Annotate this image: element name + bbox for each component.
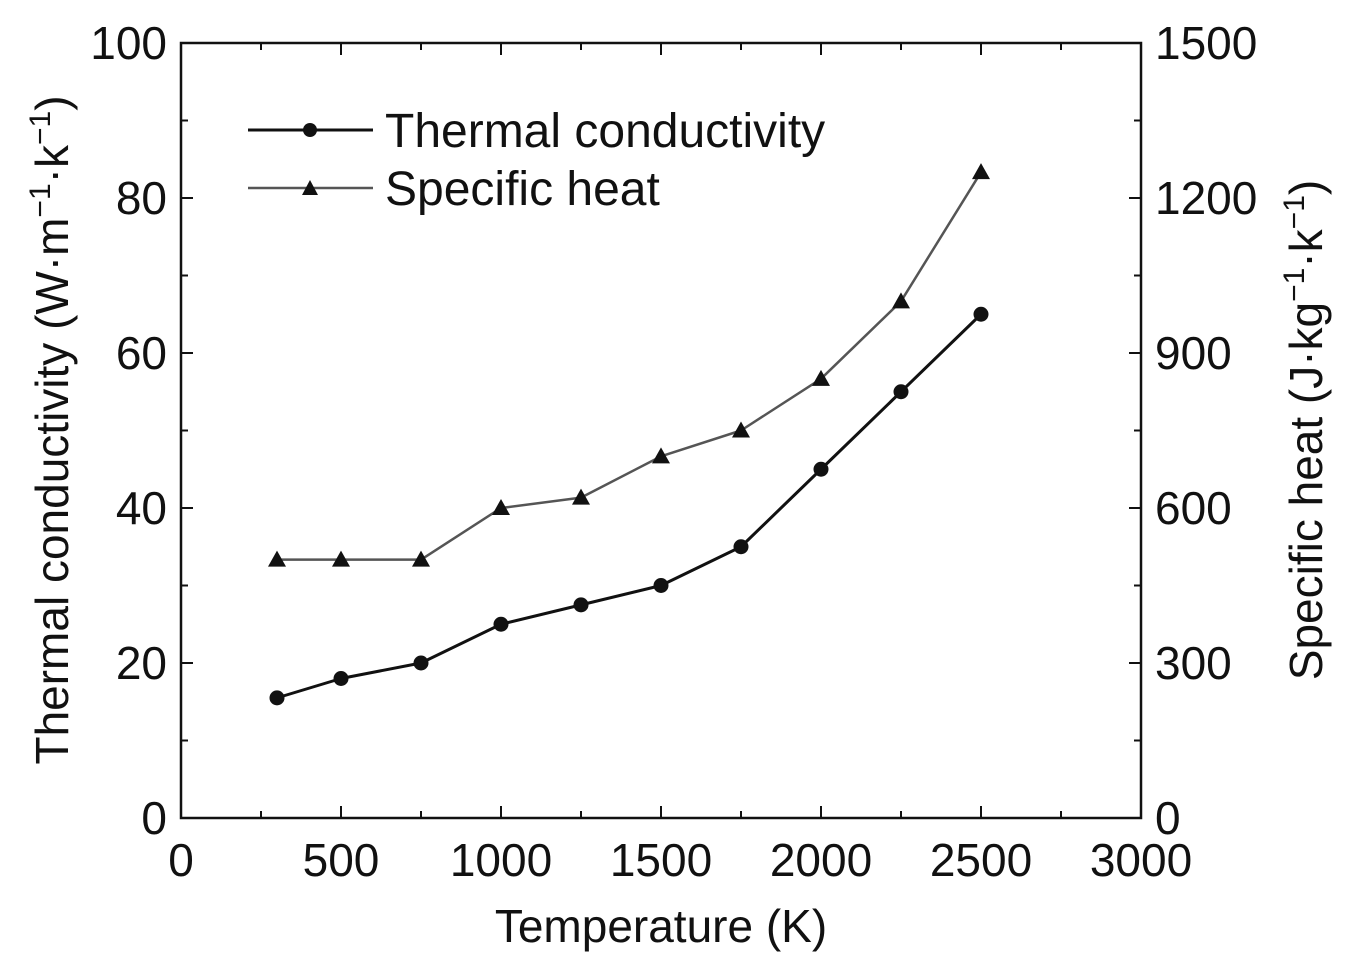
point-specific-heat <box>268 550 286 567</box>
point-specific-heat <box>332 550 350 567</box>
y-right-tick-label: 1200 <box>1155 172 1257 224</box>
series-layer <box>268 163 990 706</box>
x-axis-title: Temperature (K) <box>495 900 827 952</box>
y-right-title-main: Specific heat (J·kg <box>1280 302 1332 680</box>
point-thermal-conductivity <box>269 690 285 706</box>
y-right-tick-label: 1500 <box>1155 17 1257 69</box>
tick-labels: 0 500 1000 1500 2000 2500 30000204060801000300… <box>90 17 1257 886</box>
series-line-thermal-conductivity <box>276 313 983 700</box>
point-thermal-conductivity <box>333 671 349 686</box>
point-thermal-conductivity <box>493 616 509 632</box>
y-right-tick-label: 0 <box>1155 792 1181 844</box>
point-thermal-conductivity <box>813 461 829 477</box>
point-specific-heat <box>492 499 510 515</box>
y-right-title-end: ) <box>1280 180 1332 195</box>
legend-label-thermal-conductivity: Thermal conductivity <box>385 105 825 158</box>
y-left-tick-label: 60 <box>116 327 167 379</box>
legend-marker-circle <box>303 123 317 137</box>
legend-marker-triangle <box>302 180 318 195</box>
point-specific-heat <box>652 447 670 464</box>
y-left-title-sup1: −1 <box>24 183 57 217</box>
y-right-tick-label: 300 <box>1155 637 1232 689</box>
point-thermal-conductivity <box>573 597 589 613</box>
y-axis-title-right: Specific heat (J·kg−1·k−1) <box>1278 180 1332 680</box>
series-line-specific-heat <box>277 171 983 561</box>
plot-frame <box>179 41 1143 820</box>
ticks <box>180 42 1142 819</box>
legend: Thermal conductivity Specific heat <box>248 105 825 216</box>
point-specific-heat <box>812 369 830 386</box>
point-thermal-conductivity <box>733 539 749 555</box>
y-right-tick-label: 900 <box>1155 327 1232 379</box>
point-thermal-conductivity <box>893 384 909 400</box>
y-left-tick-label: 80 <box>116 172 167 224</box>
y-left-title-end: ) <box>26 95 78 110</box>
x-tick-label: 0 <box>168 834 194 886</box>
point-specific-heat <box>412 550 430 567</box>
x-tick-label: 1000 <box>450 834 552 886</box>
y-left-title-mid: ·k <box>26 144 78 183</box>
point-thermal-conductivity <box>653 578 669 593</box>
x-tick-label: 2500 <box>930 834 1032 886</box>
x-tick-label: 1500 <box>610 834 712 886</box>
x-tick-label: 3000 <box>1090 834 1192 886</box>
x-tick-label: 2000 <box>770 834 872 886</box>
point-specific-heat <box>972 163 990 180</box>
point-thermal-conductivity <box>413 655 429 671</box>
legend-label-specific-heat: Specific heat <box>385 163 660 216</box>
point-specific-heat <box>892 292 910 309</box>
y-right-tick-label: 600 <box>1155 482 1232 534</box>
point-thermal-conductivity <box>973 306 989 322</box>
y-axis-title-left: Thermal conductivity (W·m−1·k−1) <box>24 95 78 764</box>
y-left-tick-label: 100 <box>90 17 167 69</box>
y-right-title-sup2: −1 <box>1278 195 1311 229</box>
point-specific-heat <box>732 421 750 438</box>
point-specific-heat <box>572 488 590 505</box>
x-tick-label: 500 <box>303 834 380 886</box>
y-left-title-sup2: −1 <box>24 111 57 145</box>
y-left-tick-label: 40 <box>116 482 167 534</box>
y-left-tick-label: 20 <box>116 637 167 689</box>
y-left-tick-label: 0 <box>141 792 167 844</box>
y-right-title-mid: ·k <box>1280 228 1332 267</box>
y-left-title-main: Thermal conductivity (W·m <box>26 218 78 765</box>
y-right-title-sup1: −1 <box>1278 268 1311 302</box>
